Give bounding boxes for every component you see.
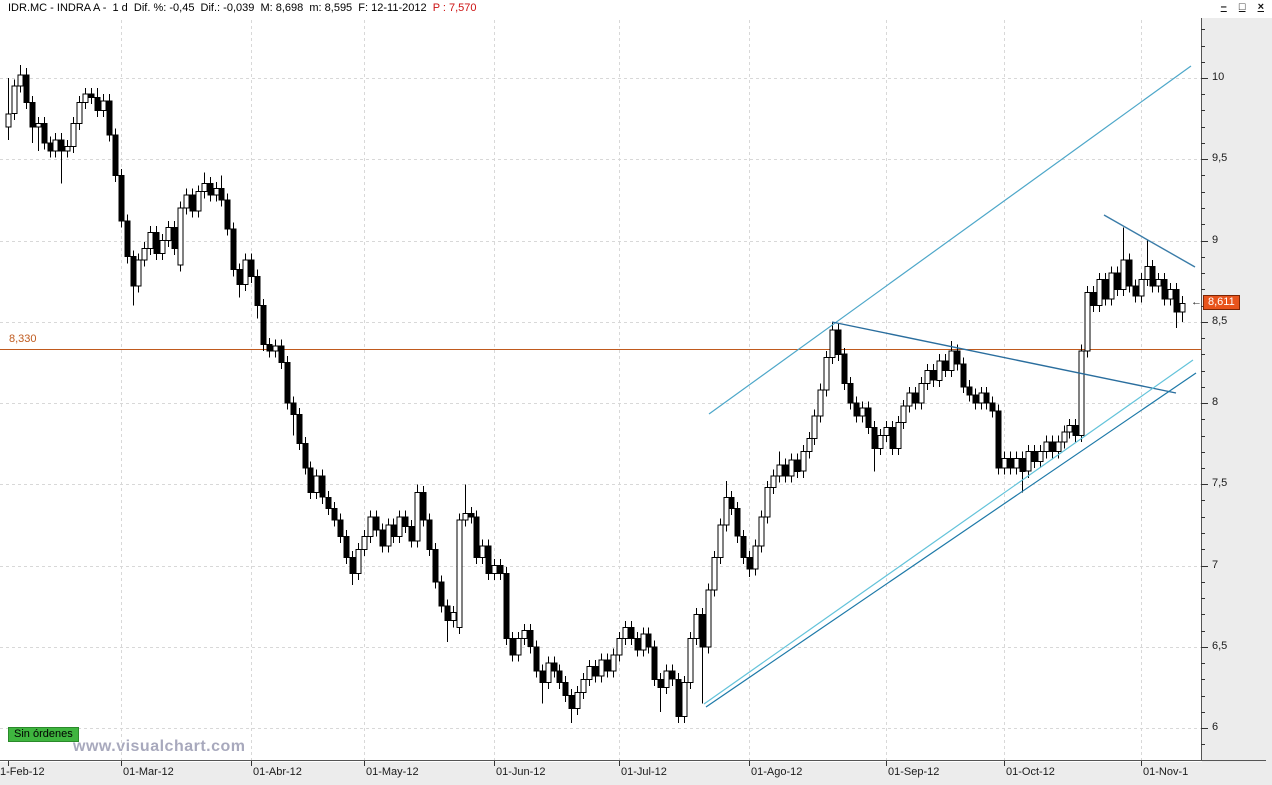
x-axis-label: 01-Jul-12 — [621, 766, 667, 778]
horizontal-line-price-label: 8,330 — [9, 333, 37, 346]
y-axis-label: 8,5 — [1212, 314, 1228, 327]
x-axis-label: 01-Nov-1 — [1143, 766, 1189, 778]
x-axis-label: 01-Jun-12 — [496, 766, 546, 778]
instrument-info-text: IDR.MC - INDRA A - 1 d Dif. %: -0,45 Dif… — [8, 2, 433, 14]
last-session-price-text: P : 7,570 — [432, 2, 477, 14]
window-controls: – □ × — [1212, 1, 1264, 13]
y-axis-label: 8 — [1212, 396, 1219, 408]
maximize-icon[interactable]: □ — [1238, 1, 1246, 13]
candles-group — [5, 65, 1186, 724]
x-axis-label: 01-Mar-12 — [123, 766, 174, 778]
x-axis-label: 01-Oct-12 — [1006, 766, 1055, 778]
x-axis-label: 01-May-12 — [366, 766, 419, 778]
last-price-tag: 8,611 — [1203, 294, 1240, 310]
last-price-arrow-icon: ← — [1191, 295, 1202, 308]
chart-title-bar: IDR.MC - INDRA A - 1 d Dif. %: -0,45 Dif… — [0, 0, 1272, 18]
y-axis-label: 9,5 — [1212, 152, 1228, 165]
visualchart-watermark: www.visualchart.com — [73, 738, 246, 755]
minimize-icon[interactable]: – — [1220, 1, 1227, 13]
no-orders-badge: Sin órdenes — [8, 727, 79, 742]
y-axis-label: 7,5 — [1212, 477, 1228, 490]
right-axis-background — [1202, 17, 1272, 785]
close-icon[interactable]: × — [1257, 1, 1264, 13]
x-axis-label: 1-Feb-12 — [0, 766, 45, 778]
y-axis-label: 9 — [1212, 233, 1219, 246]
chart-title-text: IDR.MC - INDRA A - 1 d Dif. %: -0,45 Dif… — [8, 2, 477, 14]
y-axis-label: 6,5 — [1212, 639, 1228, 652]
y-axis-label: 6 — [1212, 721, 1219, 733]
x-axis-label: 01-Sep-12 — [888, 766, 940, 778]
bottom-axis-background — [0, 762, 1272, 785]
y-axis-label: 7 — [1212, 558, 1219, 571]
x-axis-label: 01-Ago-12 — [751, 766, 803, 778]
x-axis-label: 01-Abr-12 — [253, 766, 302, 778]
y-axis-label: 10 — [1212, 71, 1225, 83]
